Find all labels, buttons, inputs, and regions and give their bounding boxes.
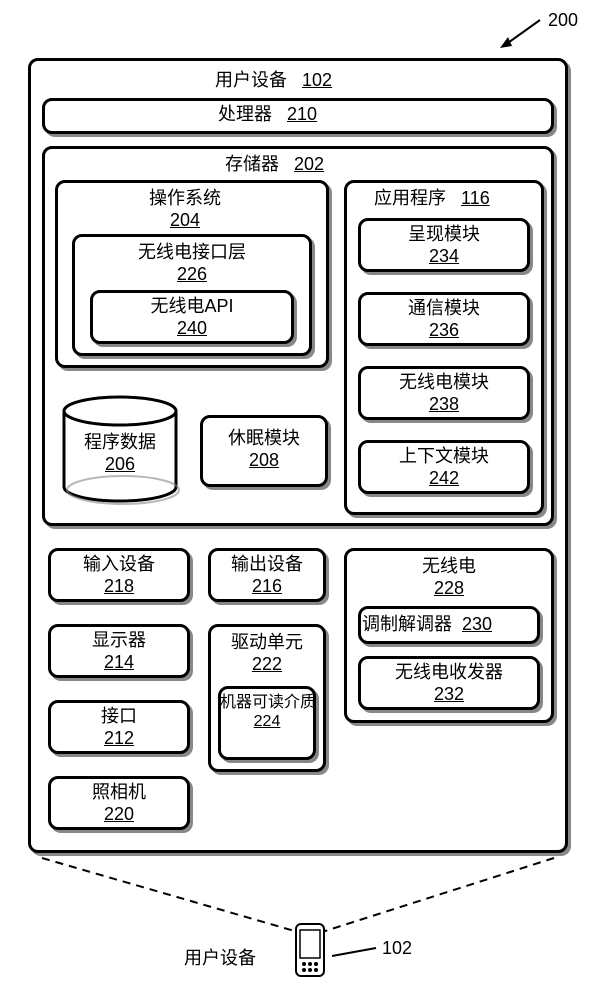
processor-num: 210: [287, 104, 317, 124]
present-text: 呈现模块: [408, 224, 480, 244]
os-label: 操作系统204: [125, 188, 245, 231]
modem-num: 230: [462, 614, 492, 634]
context-label: 上下文模块242: [378, 446, 510, 489]
ril-label: 无线电接口层226: [122, 242, 262, 285]
drive-label: 驱动单元222: [214, 632, 320, 675]
bottom-ue-label: 用户设备: [184, 948, 256, 970]
diagram-canvas: 200 用户设备 102 处理器 210 存储器 202 操作系统204 无线电…: [0, 0, 601, 1000]
hibernate-text: 休眠模块: [228, 428, 300, 448]
input-label: 输入设备218: [58, 554, 180, 597]
memory-label: 存储器 202: [225, 154, 324, 176]
os-num: 204: [170, 210, 200, 230]
apps-label: 应用程序 116: [374, 188, 490, 210]
interface-label: 接口212: [58, 706, 180, 749]
output-num: 216: [252, 576, 282, 596]
radiomod-num: 238: [429, 394, 459, 414]
drive-num: 222: [252, 654, 282, 674]
ue-label: 用户设备 102: [215, 70, 332, 92]
interface-num: 212: [104, 728, 134, 748]
processor-text: 处理器: [218, 104, 272, 124]
arrow-200: [490, 15, 550, 50]
memory-text: 存储器: [225, 154, 279, 174]
context-num: 242: [429, 468, 459, 488]
radiomod-label: 无线电模块238: [378, 372, 510, 415]
camera-label: 照相机220: [58, 782, 180, 825]
output-label: 输出设备216: [214, 554, 320, 597]
processor-label: 处理器 210: [218, 104, 317, 126]
ue-num: 102: [302, 70, 332, 90]
transceiver-num: 232: [434, 684, 464, 704]
transceiver-text: 无线电收发器: [395, 662, 503, 682]
program-data-num: 206: [105, 454, 135, 474]
hibernate-label: 休眠模块208: [210, 428, 318, 471]
display-num: 214: [104, 652, 134, 672]
apps-num: 116: [461, 188, 490, 208]
display-label: 显示器214: [58, 630, 180, 673]
display-text: 显示器: [92, 630, 146, 650]
memory-num: 202: [294, 154, 324, 174]
comm-text: 通信模块: [408, 298, 480, 318]
drive-text: 驱动单元: [231, 632, 303, 652]
radiomod-text: 无线电模块: [399, 372, 489, 392]
ril-text: 无线电接口层: [138, 242, 246, 262]
input-num: 218: [104, 576, 134, 596]
output-text: 输出设备: [231, 554, 303, 574]
apps-text: 应用程序: [374, 188, 446, 208]
program-data-text: 程序数据: [84, 432, 156, 452]
transceiver-label: 无线电收发器232: [368, 662, 530, 705]
camera-num: 220: [104, 804, 134, 824]
modem-text: 调制解调器: [362, 614, 452, 634]
comm-num: 236: [429, 320, 459, 340]
leader-102: [326, 938, 386, 968]
ref-200: 200: [548, 10, 578, 32]
api-text: 无线电API: [150, 296, 233, 316]
ue-label-text: 用户设备: [215, 70, 287, 90]
api-label: 无线电API240: [130, 296, 254, 339]
ril-num: 226: [177, 264, 207, 284]
context-text: 上下文模块: [399, 446, 489, 466]
radiohw-text: 无线电: [422, 556, 476, 576]
interface-text: 接口: [101, 706, 137, 726]
comm-label: 通信模块236: [378, 298, 510, 341]
medium-label: 机器可读介质 224: [220, 693, 314, 731]
modem-label: 调制解调器 230: [362, 614, 492, 636]
medium-text: 机器可读介质: [220, 694, 316, 711]
api-num: 240: [177, 318, 207, 338]
present-num: 234: [429, 246, 459, 266]
radiohw-num: 228: [434, 578, 464, 598]
medium-num: 224: [254, 713, 281, 730]
phone-icon: [294, 922, 326, 978]
camera-text: 照相机: [92, 782, 146, 802]
os-text: 操作系统: [149, 188, 221, 208]
radiohw-label: 无线电228: [400, 556, 498, 599]
bottom-ue-num: 102: [382, 938, 412, 960]
hibernate-num: 208: [249, 450, 279, 470]
present-label: 呈现模块234: [378, 224, 510, 267]
program-data-label: 程序数据206: [72, 432, 168, 475]
input-text: 输入设备: [83, 554, 155, 574]
